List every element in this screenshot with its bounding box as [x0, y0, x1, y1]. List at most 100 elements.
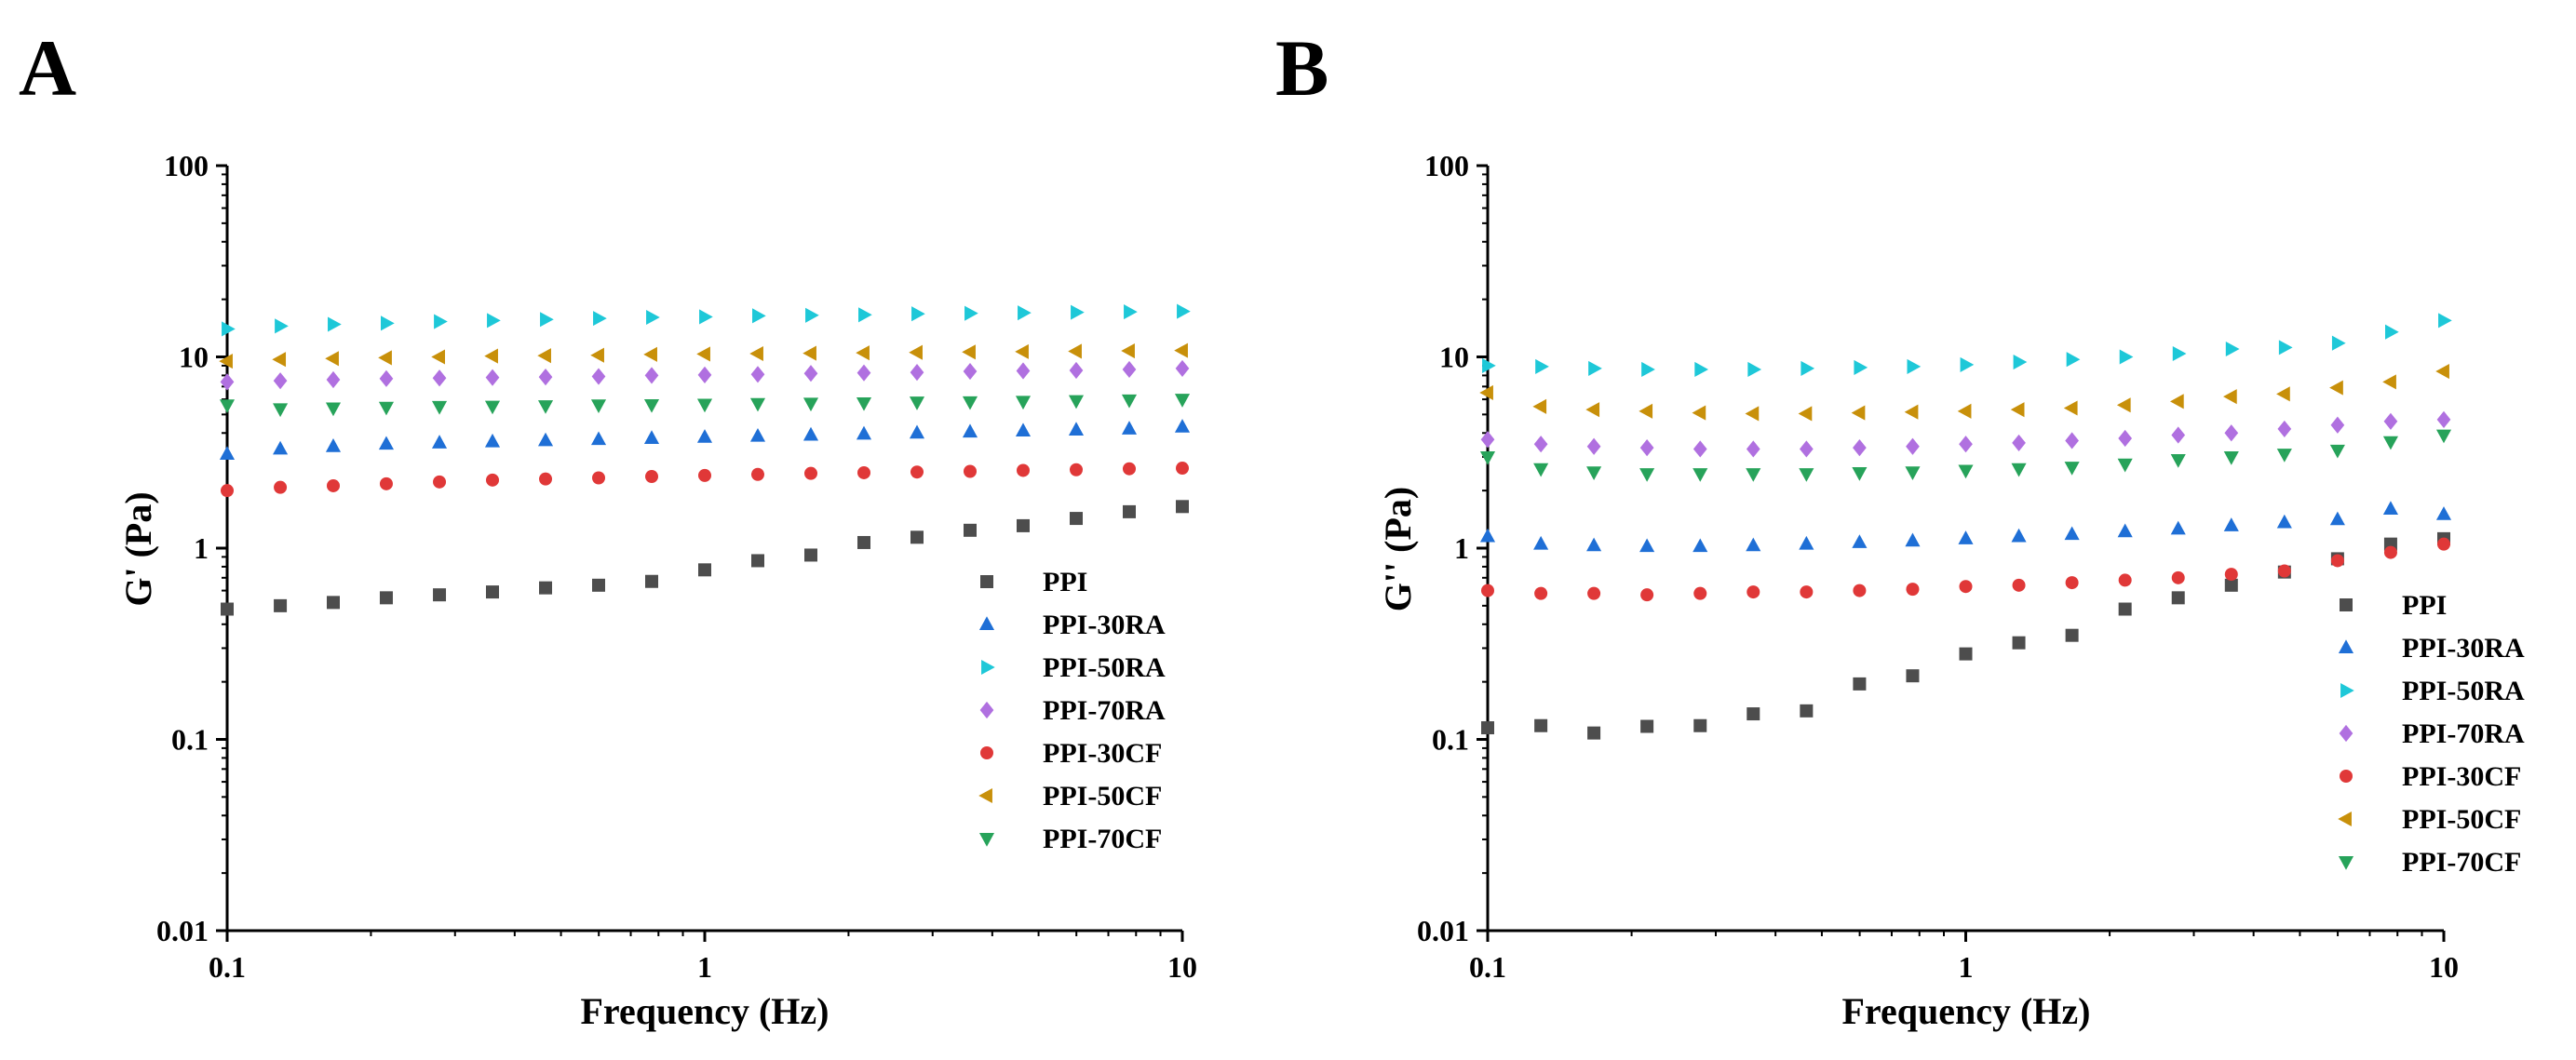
panel-a-legend-marker-ppi-50ra [981, 659, 995, 676]
panel-b-point-ppi-70ra [1639, 439, 1654, 457]
panel-b-point-ppi-50cf [1798, 406, 1813, 422]
panel-a-point-ppi-30ra [484, 433, 501, 448]
panel-b-point-ppi-50ra [1641, 361, 1655, 378]
panel-b-x-tick-label: 0.1 [1469, 950, 1506, 984]
panel-a-point-ppi-50ra [1177, 303, 1191, 319]
panel-b-point-ppi [1906, 669, 1920, 683]
panel-b-point-ppi-30cf [1693, 586, 1707, 600]
panel-a-point-ppi-30cf [1176, 462, 1189, 476]
panel-b-y-tick-label: 1 [1454, 531, 1469, 565]
panel-b-point-ppi-50ra [2066, 352, 2081, 368]
panel-a-legend: PPI PPI-30RA PPI-50RA PPI-70RA PPI-30CF PPI-5… [978, 567, 1166, 854]
panel-a-point-ppi-70cf [802, 397, 819, 412]
panel-a-point-ppi-50cf [272, 352, 287, 368]
panel-b-point-ppi-30ra [1746, 537, 1761, 552]
panel-b-point-ppi-50ra [1694, 361, 1709, 378]
panel-a-y-tick-label: 10 [179, 341, 209, 374]
panel-a-point-ppi-70cf [1174, 394, 1191, 408]
panel-b-point-ppi-30ra [2382, 501, 2398, 516]
panel-a-legend-marker-ppi-70cf [978, 833, 995, 847]
panel-b-point-ppi-70cf [1639, 468, 1655, 482]
panel-b-point-ppi-50ra [2119, 349, 2134, 365]
panel-a-point-ppi-70cf [643, 398, 660, 413]
panel-b-legend-label-ppi: PPI [2402, 590, 2447, 621]
panel-a-point-ppi-30cf [221, 484, 234, 498]
panel-b-x-axis-title: Frequency (Hz) [1842, 990, 2091, 1032]
panel-b-point-ppi-50ra [1960, 356, 1975, 372]
panel-b-point-ppi-50ra [1482, 357, 1496, 373]
panel-a-point-ppi-50cf [962, 344, 976, 360]
panel-a-point-ppi-70ra [856, 364, 871, 382]
panel-a-point-ppi-30cf [592, 471, 606, 485]
panel-b-point-ppi-70cf [1852, 466, 1868, 481]
panel-b-point-ppi-70cf [2276, 449, 2292, 463]
panel-b-point-ppi-70cf [2329, 444, 2345, 459]
panel-a-letter: A [19, 23, 76, 113]
panel-a-point-ppi-70ra [1122, 360, 1137, 379]
panel-b-legend-marker-ppi-70ra [2339, 724, 2353, 743]
panel-a-point-ppi-50cf [856, 345, 870, 361]
panel-a-point-ppi-30cf [379, 476, 393, 490]
panel-b-point-ppi-50ra [2013, 354, 2028, 370]
panel-b-point-ppi-50ra [1907, 358, 1922, 374]
panel-a-point-ppi-30cf [963, 464, 977, 478]
panel-b-point-ppi-30cf [1587, 586, 1601, 600]
panel-b-point-ppi-30ra [1639, 538, 1655, 553]
panel-a-point-ppi-30ra [1121, 421, 1138, 435]
panel-a-point-ppi-50ra [381, 315, 395, 331]
panel-a-point-ppi-70ra [273, 372, 288, 390]
panel-b-point-ppi-70ra [2118, 429, 2133, 448]
panel-a-point-ppi-30ra [643, 430, 660, 444]
panel-b-point-ppi-50cf [1851, 405, 1866, 421]
panel-b-point-ppi-70ra [1533, 436, 1548, 453]
panel-b-point-ppi-50ra [1588, 360, 1602, 376]
panel-b-legend-marker-ppi [2340, 598, 2353, 611]
panel-b-point-ppi-30ra [2064, 526, 2080, 541]
panel-a-legend-label-ppi-50cf: PPI-50CF [1043, 781, 1162, 812]
panel-a-y-tick-label: 100 [164, 149, 209, 182]
panel-b-point-ppi-70cf [1586, 466, 1602, 480]
panel-a-point-ppi-50cf [484, 348, 498, 364]
panel-a-point-ppi-30ra [802, 426, 819, 441]
panel-a-point-ppi [698, 563, 711, 577]
panel-a-point-ppi [803, 548, 817, 562]
panel-b-point-ppi-70ra [1586, 437, 1601, 455]
panel-a-point-ppi-50ra [752, 308, 766, 324]
panel-b-legend-marker-ppi-30ra [2338, 639, 2354, 653]
panel-b-point-ppi-50cf [1692, 405, 1706, 421]
panel-b-point-ppi [1693, 718, 1707, 732]
panel-b-y-tick-label: 0.01 [1417, 914, 1469, 947]
panel-b-point-ppi-30ra [1958, 530, 1974, 544]
panel-b-point-ppi-30cf [2277, 564, 2291, 578]
panel-b-point-ppi-50cf [2435, 364, 2449, 380]
panel-b-point-ppi-30cf [2012, 578, 2026, 592]
panel-b-point-ppi-30cf [1534, 586, 1548, 600]
panel-b-point-ppi-30cf [2065, 576, 2079, 590]
panel-b-legend-marker-ppi-70cf [2338, 856, 2354, 870]
panel-a-point-ppi-30cf [856, 465, 870, 479]
panel-a-point-ppi-70ra [538, 369, 553, 386]
panel-a-y-tick-label: 0.01 [156, 914, 209, 947]
panel-a-point-ppi [856, 535, 870, 549]
panel-a-point-ppi-70cf [696, 398, 713, 413]
panel-a-point-ppi-50ra [805, 307, 819, 323]
panel-a-point-ppi [910, 530, 924, 544]
panel-a-point-ppi-50ra [699, 309, 713, 325]
panel-a-point-ppi-30cf [750, 467, 764, 481]
panel-a-point-ppi [1122, 504, 1136, 518]
panel-a-point-ppi-30ra [856, 425, 872, 440]
panel-b-point-ppi-30cf [2383, 545, 2397, 559]
panel-a-point-ppi-50cf [431, 349, 445, 365]
panel-a-legend-label-ppi-30cf: PPI-30CF [1043, 738, 1162, 769]
panel-b-point-ppi [1853, 677, 1867, 691]
panel-b-point-ppi-50cf [1745, 406, 1760, 422]
panel-a-point-ppi-50ra [1071, 304, 1085, 320]
panel-b-point-ppi [1587, 726, 1601, 740]
panel-a-point-ppi-70cf [1121, 394, 1138, 409]
panel-b-point-ppi-30cf [1640, 588, 1654, 602]
panel-b-point-ppi-70ra [1746, 440, 1760, 458]
panel-b-point-ppi-70ra [2012, 434, 2026, 452]
panel-b-point-ppi-30cf [1853, 584, 1867, 597]
panel-b: B G'' (Pa) Frequency (Hz) 0.010.11101000… [1275, 23, 2525, 1032]
panel-b-point-ppi-30cf [1800, 585, 1814, 599]
